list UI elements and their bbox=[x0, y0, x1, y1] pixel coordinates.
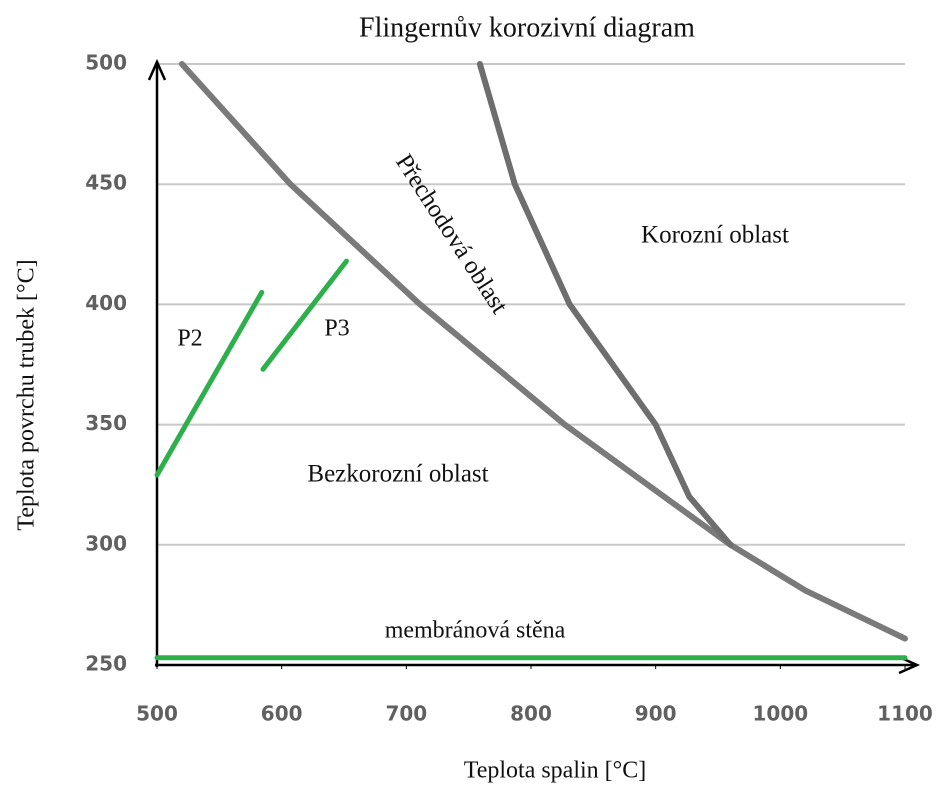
series-label: membránová stěna bbox=[385, 618, 566, 644]
y-tick-label: 500 bbox=[85, 51, 127, 75]
x-tick-label: 500 bbox=[136, 702, 178, 726]
annotation: Korozní oblast bbox=[641, 222, 789, 249]
y-tick-label: 400 bbox=[85, 291, 127, 315]
y-axis-label: Teplota povrchu trubek [°C] bbox=[14, 259, 40, 530]
series-line bbox=[476, 61, 734, 548]
x-axis-label: Teplota spalin [°C] bbox=[464, 758, 647, 784]
y-tick-label: 450 bbox=[85, 171, 127, 195]
y-tick-label: 250 bbox=[85, 652, 127, 676]
series-label: P2 bbox=[177, 326, 202, 352]
x-tick-label: 600 bbox=[261, 702, 303, 726]
series-line bbox=[260, 258, 349, 372]
x-tick-label: 1000 bbox=[752, 702, 808, 726]
chart-title: Flingernův korozivní diagram bbox=[359, 12, 695, 43]
series-line bbox=[178, 61, 908, 642]
x-tick-label: 1100 bbox=[877, 702, 933, 726]
y-axis-arrow bbox=[147, 58, 167, 81]
series-line bbox=[154, 289, 265, 478]
x-tick-label: 900 bbox=[635, 702, 677, 726]
annotation: Bezkorozní oblast bbox=[307, 461, 488, 488]
y-tick-label: 300 bbox=[85, 531, 127, 555]
x-tick-label: 700 bbox=[385, 702, 427, 726]
x-tick-label: 800 bbox=[510, 702, 552, 726]
series-label: P3 bbox=[324, 316, 349, 342]
y-tick-label: 350 bbox=[85, 411, 127, 435]
